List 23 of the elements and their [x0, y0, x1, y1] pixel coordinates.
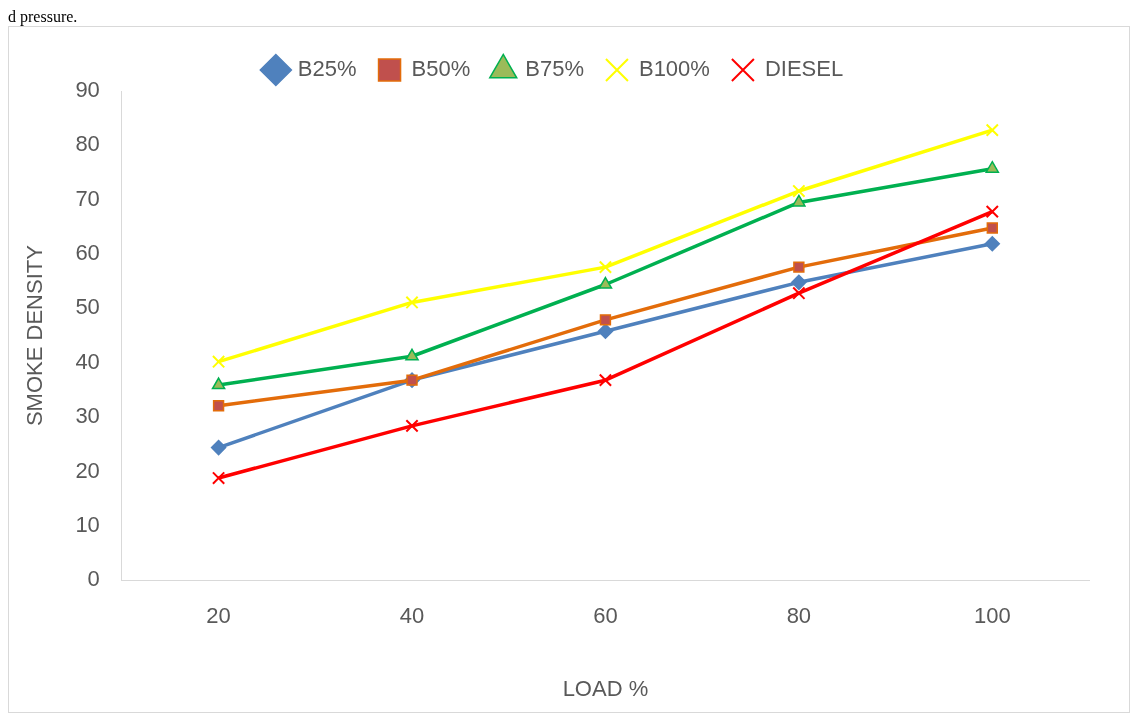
y-tick-label: 80	[75, 131, 100, 157]
y-tick-label: 10	[75, 511, 100, 537]
y-tick-label: 30	[75, 403, 100, 429]
x-tick-label: 20	[206, 603, 231, 629]
y-axis-title: SMOKE DENSITY	[22, 244, 48, 427]
legend-label: B50%	[411, 56, 471, 82]
legend-label: B100%	[638, 56, 710, 82]
y-tick-label: 40	[75, 348, 100, 374]
legend-label: B25%	[297, 56, 357, 82]
legend-label: B75%	[525, 56, 584, 82]
x-axis-title: LOAD %	[562, 675, 649, 701]
x-tick-label: 40	[399, 603, 425, 629]
x-tick-label: 80	[786, 603, 812, 629]
y-tick-label: 50	[75, 294, 100, 320]
y-tick-label: 0	[87, 566, 100, 592]
legend-label: DIESEL	[764, 56, 844, 82]
text: d pressure.	[8, 8, 79, 26]
y-tick-label: 60	[75, 240, 100, 266]
y-tick-label: 90	[75, 77, 100, 103]
x-tick-label: 60	[593, 603, 618, 629]
y-tick-label: 70	[75, 185, 100, 211]
x-tick-label: 100	[973, 603, 1011, 629]
y-tick-label: 20	[75, 457, 100, 483]
